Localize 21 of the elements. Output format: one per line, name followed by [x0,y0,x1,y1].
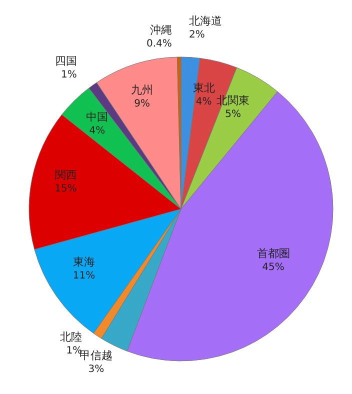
data-label: 15% [54,183,77,194]
slice-label: 関西 [54,168,77,182]
data-label: 5% [225,108,241,120]
slice-label: 中国 [86,110,108,124]
slice-label: 北海道 [189,14,222,28]
slice-label: 首都圏 [256,247,290,260]
slice-label: 北陸 [60,330,82,344]
data-label: 1% [61,70,77,81]
slice-label: 東海 [73,255,96,268]
data-label: 4% [196,96,212,108]
data-label: 9% [134,98,150,110]
data-label: 45% [262,262,284,274]
data-label: 2% [189,30,205,41]
slice-label: 甲信越 [80,348,113,362]
slice-label: 沖縄 [150,24,172,37]
data-label: 4% [89,125,106,136]
slice-label: 四国 [54,54,77,68]
data-label: 3% [88,364,104,375]
data-label: 0.4% [146,38,172,50]
slice-label: 九州 [131,83,154,96]
data-label: 11% [72,270,96,282]
